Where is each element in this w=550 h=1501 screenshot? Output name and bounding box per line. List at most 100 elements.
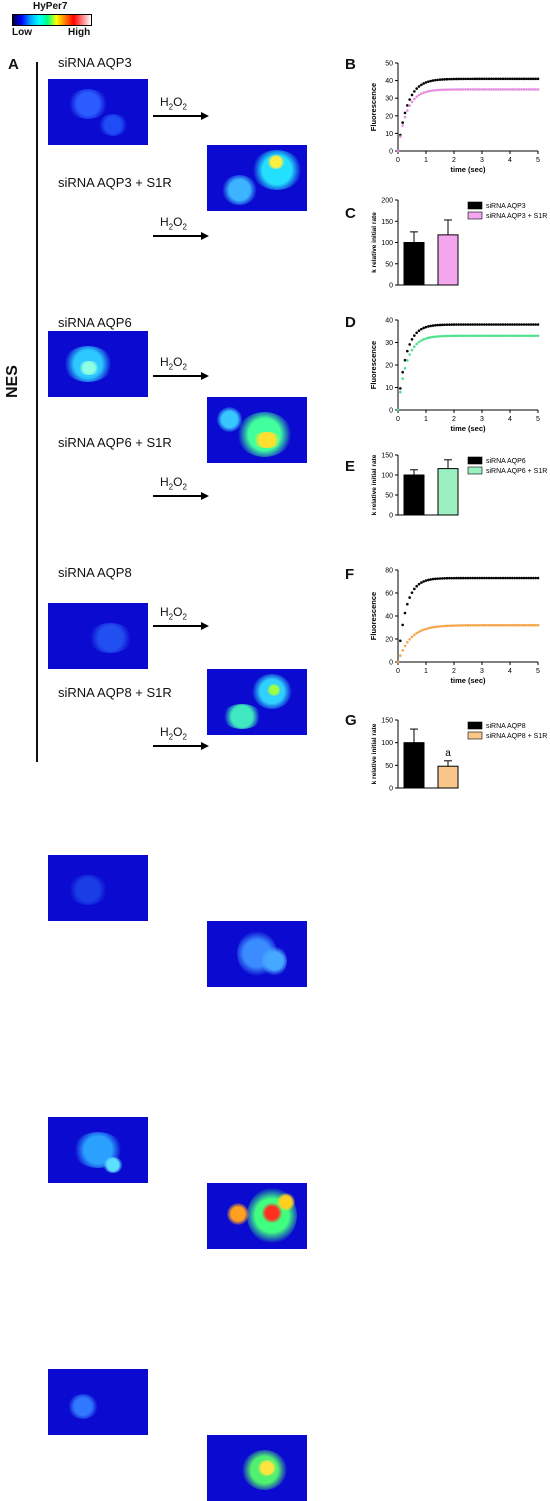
data-point bbox=[527, 323, 530, 326]
data-point bbox=[471, 88, 474, 91]
panel-letter-g: G bbox=[345, 712, 357, 729]
data-point bbox=[534, 88, 537, 91]
data-point bbox=[410, 338, 414, 341]
data-point bbox=[415, 95, 418, 98]
data-point bbox=[401, 623, 404, 627]
data-point bbox=[487, 334, 491, 338]
data-point bbox=[497, 323, 500, 326]
data-point bbox=[522, 334, 526, 338]
data-point bbox=[415, 584, 418, 588]
data-point bbox=[399, 639, 402, 643]
data-point bbox=[434, 324, 437, 327]
cell-blob bbox=[88, 623, 133, 653]
data-point bbox=[469, 623, 472, 627]
data-point bbox=[520, 334, 523, 338]
data-point bbox=[497, 77, 500, 81]
data-point bbox=[487, 623, 491, 627]
data-point bbox=[401, 124, 404, 127]
data-point bbox=[424, 325, 428, 329]
data-point bbox=[508, 623, 512, 627]
panel-letter-e: E bbox=[345, 458, 356, 475]
data-point bbox=[455, 77, 458, 81]
y-tick-label: 0 bbox=[389, 408, 393, 415]
data-point bbox=[455, 334, 458, 338]
data-point bbox=[448, 576, 451, 580]
bar bbox=[437, 765, 459, 789]
y-tick-label: 100 bbox=[381, 240, 393, 247]
data-point bbox=[504, 576, 507, 580]
y-tick-label: 40 bbox=[385, 78, 393, 85]
x-tick-label: 4 bbox=[508, 668, 512, 675]
data-point bbox=[413, 345, 416, 348]
data-point bbox=[401, 370, 404, 374]
data-point bbox=[466, 624, 470, 627]
data-point bbox=[429, 324, 432, 328]
y-tick-label: 50 bbox=[385, 763, 393, 770]
data-point bbox=[413, 97, 416, 101]
data-point bbox=[417, 329, 421, 332]
data-point bbox=[410, 93, 414, 97]
x-axis-label: time (sec) bbox=[450, 165, 486, 174]
data-point bbox=[417, 93, 421, 97]
data-point bbox=[494, 623, 498, 627]
data-point bbox=[401, 377, 404, 380]
x-tick-label: 4 bbox=[508, 157, 512, 164]
data-point bbox=[511, 623, 514, 627]
data-point bbox=[518, 88, 521, 91]
data-point bbox=[476, 623, 479, 627]
data-point bbox=[466, 88, 470, 91]
data-point bbox=[438, 323, 442, 327]
data-point bbox=[473, 77, 477, 81]
data-point bbox=[483, 334, 486, 338]
y-tick-label: 0 bbox=[389, 283, 393, 290]
y-axis-label: Fluorescence bbox=[369, 83, 378, 131]
data-point bbox=[399, 390, 402, 394]
data-point bbox=[459, 624, 463, 627]
data-point bbox=[490, 77, 493, 81]
data-point bbox=[403, 358, 407, 362]
data-point bbox=[431, 89, 435, 92]
y-tick-label: 150 bbox=[381, 219, 393, 226]
data-point bbox=[431, 625, 435, 629]
data-point bbox=[511, 77, 514, 81]
data-point bbox=[515, 334, 519, 338]
data-point bbox=[457, 624, 460, 627]
data-point bbox=[536, 576, 540, 580]
data-point bbox=[501, 323, 505, 326]
data-point bbox=[522, 576, 526, 580]
arrow-shaft bbox=[153, 235, 203, 237]
data-point bbox=[429, 626, 432, 630]
data-point bbox=[513, 323, 516, 326]
arrow-shaft bbox=[153, 625, 203, 627]
data-point bbox=[525, 334, 528, 338]
data-point bbox=[490, 623, 493, 627]
data-point bbox=[424, 627, 428, 631]
data-point bbox=[536, 77, 540, 81]
data-point bbox=[424, 81, 428, 84]
data-point bbox=[478, 576, 481, 580]
data-point bbox=[445, 576, 449, 580]
y-tick-label: 150 bbox=[381, 453, 393, 460]
data-point bbox=[485, 323, 488, 326]
data-point bbox=[525, 623, 528, 627]
data-point bbox=[429, 578, 432, 581]
data-point bbox=[403, 111, 407, 115]
data-point bbox=[536, 623, 540, 627]
data-point bbox=[422, 91, 425, 94]
data-point bbox=[504, 323, 507, 326]
data-point bbox=[459, 334, 463, 338]
cell-blob bbox=[68, 89, 108, 119]
data-point bbox=[501, 88, 505, 91]
data-point bbox=[445, 334, 449, 338]
colorbar-title: HyPer7 bbox=[33, 1, 68, 12]
panel-letter-b: B bbox=[345, 56, 356, 73]
data-point bbox=[434, 78, 437, 82]
data-point bbox=[422, 338, 425, 341]
data-point bbox=[408, 596, 411, 599]
y-tick-label: 0 bbox=[389, 660, 393, 667]
data-point bbox=[436, 88, 439, 92]
data-point bbox=[450, 624, 453, 627]
data-point bbox=[469, 77, 472, 81]
image-after bbox=[207, 397, 307, 463]
